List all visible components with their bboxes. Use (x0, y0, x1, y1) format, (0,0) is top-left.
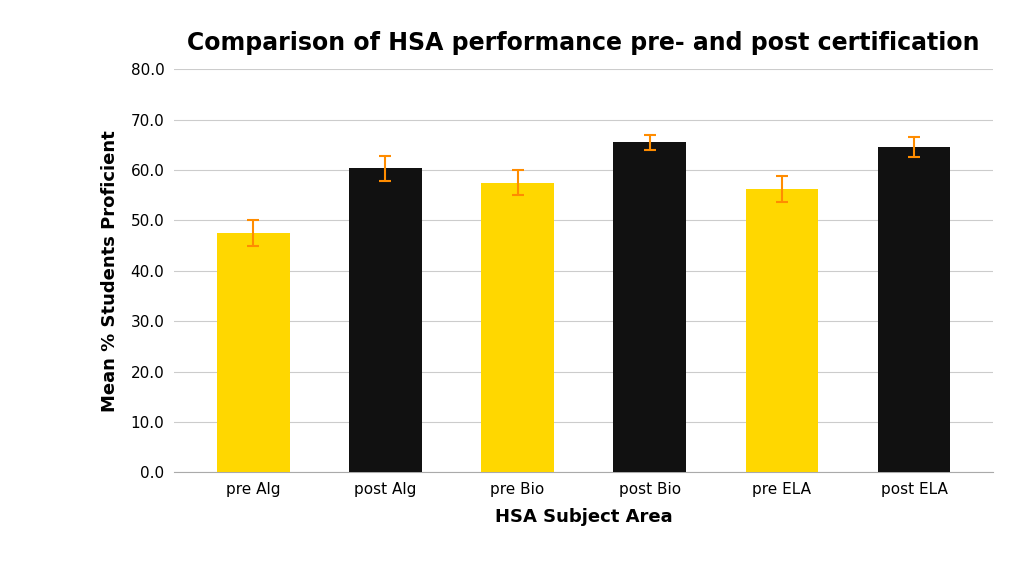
Bar (217, 233, 290, 472)
Bar (349, 168, 422, 472)
Bar (613, 142, 686, 472)
Bar (878, 147, 950, 472)
Bar (481, 183, 554, 472)
X-axis label: HSA Subject Area: HSA Subject Area (495, 508, 673, 526)
Title: Comparison of HSA performance pre- and post certification: Comparison of HSA performance pre- and p… (187, 31, 980, 55)
Bar (745, 189, 818, 472)
Y-axis label: Mean % Students Proficient: Mean % Students Proficient (101, 130, 120, 412)
